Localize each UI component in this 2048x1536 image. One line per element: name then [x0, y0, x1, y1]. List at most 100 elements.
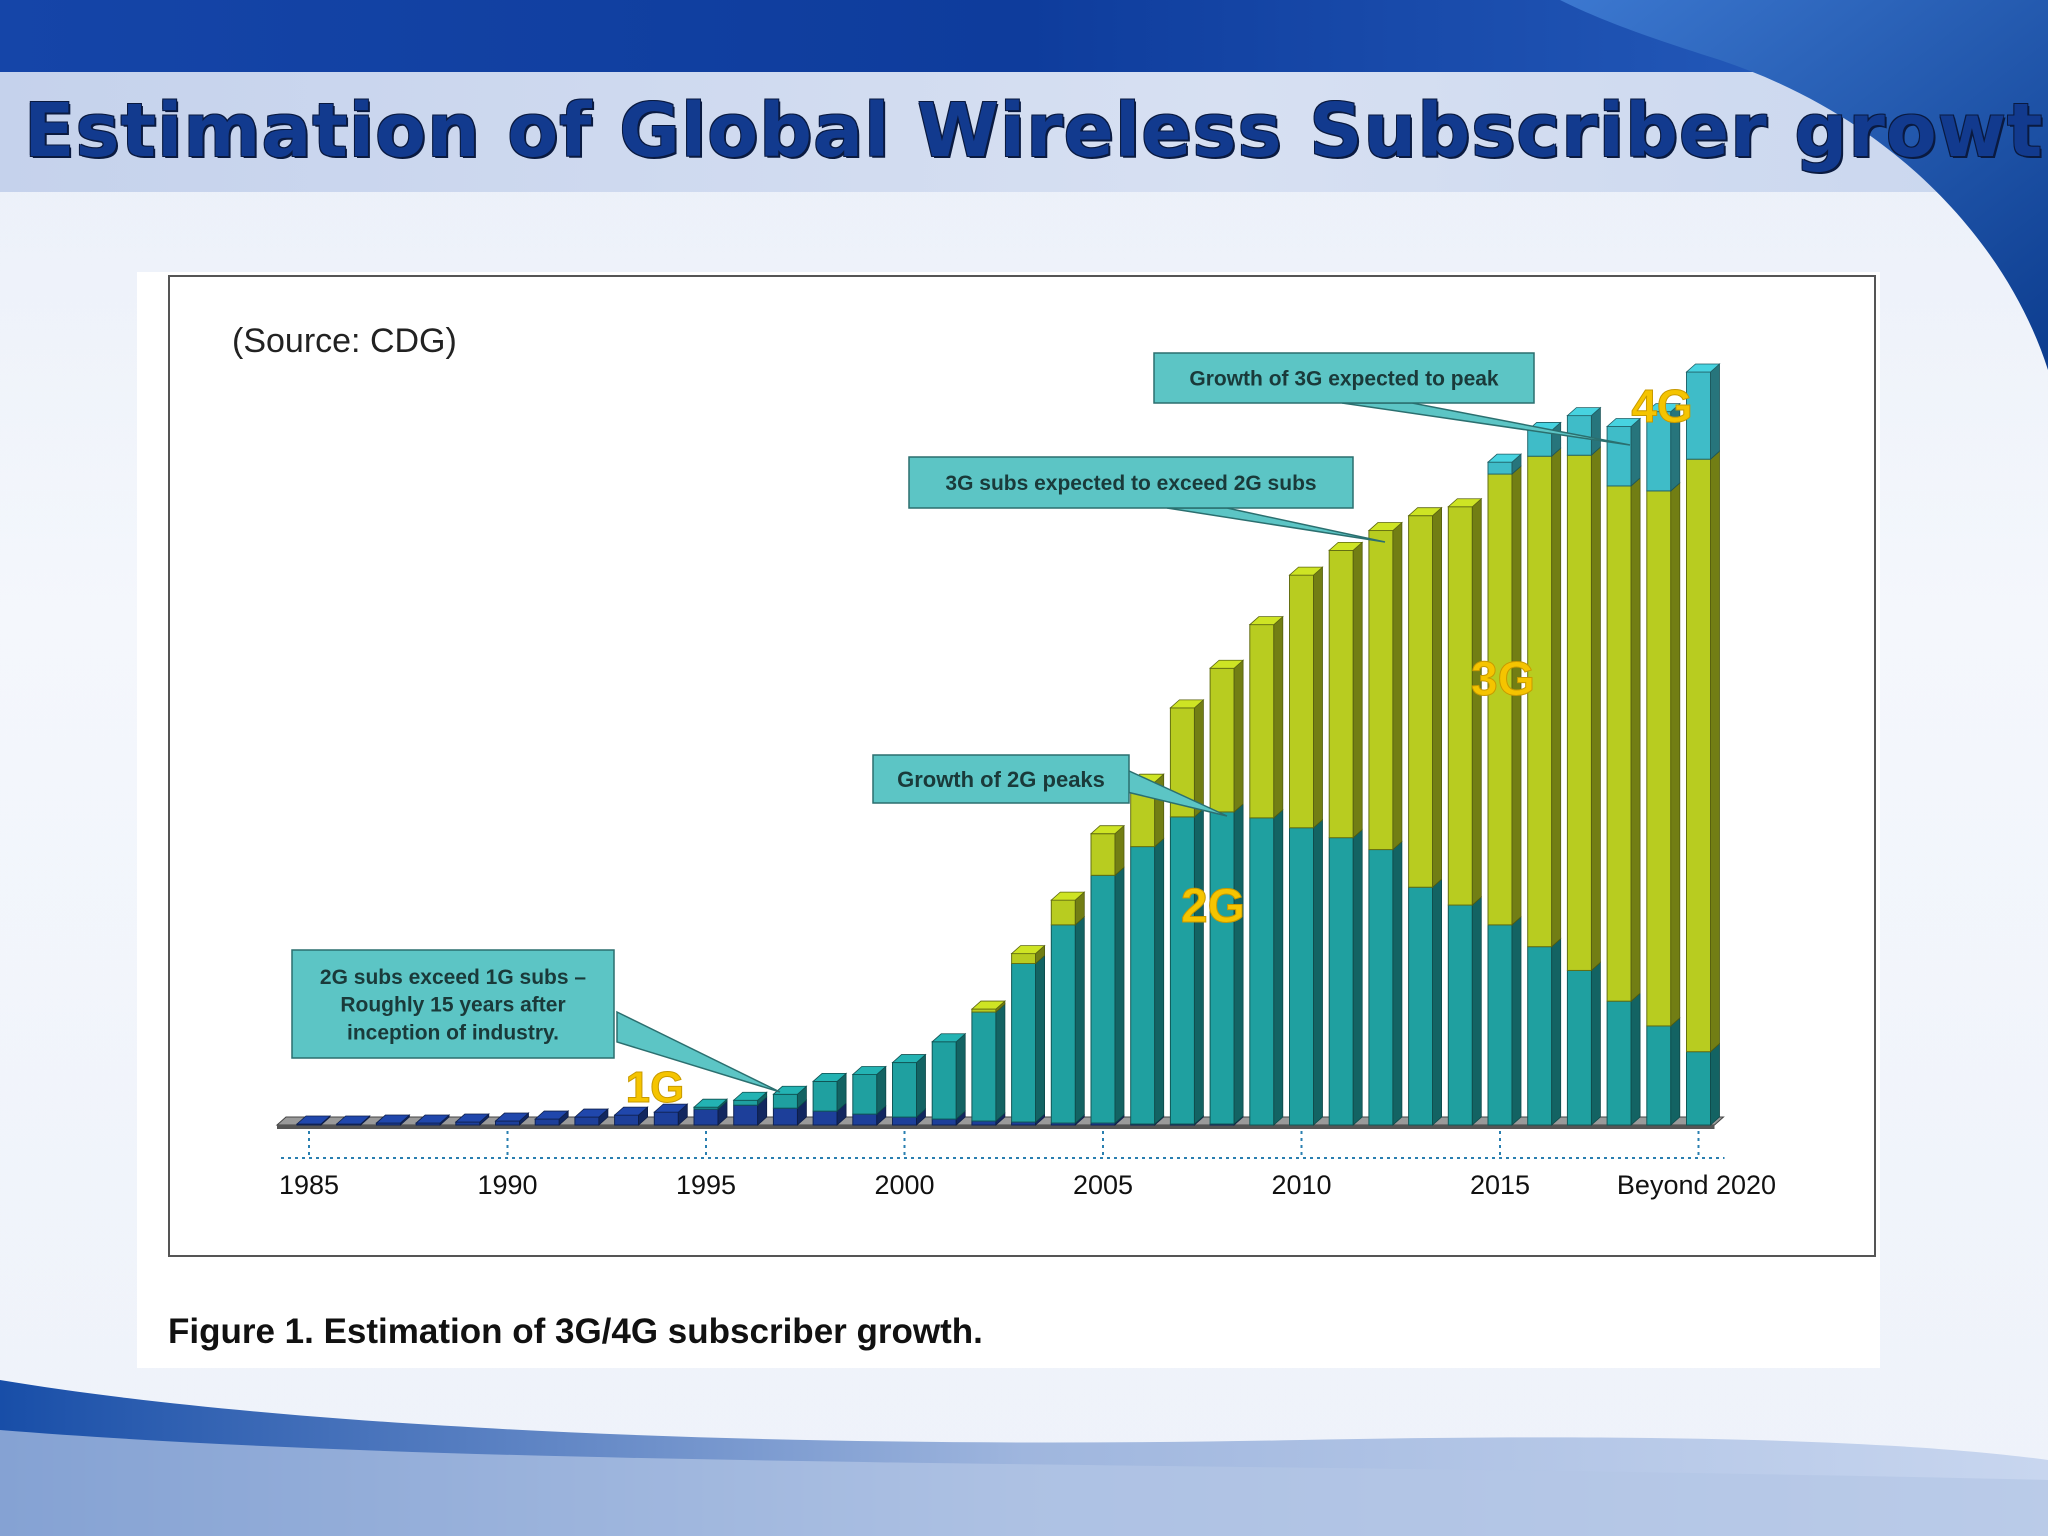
bar-side-3G-2019 [1670, 482, 1681, 1027]
x-tick-label-1: 1990 [477, 1170, 537, 1200]
bar-top-1987 [375, 1114, 411, 1124]
bar-1G-1994 [653, 1111, 679, 1126]
bar-1G-1990 [495, 1120, 520, 1126]
bar-2G-1999 [852, 1073, 878, 1115]
bar-side-3G-2017 [1591, 446, 1601, 972]
bar-side-3G-2020 [1710, 450, 1720, 1053]
bar-top-2017 [1566, 407, 1602, 416]
bar-2G-2015 [1487, 924, 1513, 1126]
bar-2G-2006 [1130, 846, 1156, 1125]
x-tick-label-6: 2015 [1470, 1170, 1530, 1200]
bar-top-2001 [931, 1033, 967, 1043]
figure-caption: Figure 1. Estimation of 3G/4G subscriber… [168, 1312, 983, 1351]
callout-a1-line-1: Roughly 15 years after [340, 994, 565, 1017]
bar-top-1996 [732, 1091, 768, 1101]
bar-top-2012 [1367, 522, 1403, 531]
bar-top-1993 [613, 1106, 649, 1116]
bar-top-2005 [1089, 825, 1126, 835]
bar-top-1986 [335, 1115, 371, 1125]
bar-side-3G-2012 [1392, 521, 1403, 851]
bar-top-1990 [494, 1112, 530, 1122]
bar-4G-2018 [1606, 425, 1632, 487]
bar-2G-2018 [1606, 1000, 1632, 1126]
bar-3G-2012 [1368, 530, 1394, 851]
bar-1G-1992 [574, 1116, 600, 1126]
callout-a3: 3G subs expected to exceed 2G subs [908, 456, 1386, 543]
bar-2G-1998 [812, 1080, 838, 1112]
bar-top-2020 [1685, 363, 1721, 373]
bar-side-3G-2016 [1551, 447, 1562, 948]
callout-a1-box [291, 949, 615, 1059]
x-tick-label-0: 1985 [279, 1170, 339, 1200]
bar-side-2G-2012 [1392, 840, 1403, 1126]
bar-side-2G-2011 [1352, 828, 1363, 1126]
bar-1G-1999 [852, 1113, 878, 1126]
bar-top-1991 [534, 1110, 570, 1120]
bar-side-2G-2019 [1670, 1017, 1681, 1126]
callout-a3-pointer [1166, 507, 1386, 543]
bar-side-4G-2020 [1710, 363, 1720, 461]
bar-3G-2017 [1566, 454, 1592, 971]
bar-top-1985 [295, 1115, 332, 1125]
bar-top-1998 [812, 1073, 848, 1082]
title-band [0, 72, 2048, 192]
generation-label-1G: 1G [626, 1063, 685, 1112]
bar-top-2011 [1328, 541, 1364, 551]
bar-top-2010 [1288, 566, 1324, 576]
callout-a1-line-2: inception of industry. [347, 1021, 559, 1044]
bar-1G-2001 [931, 1118, 957, 1126]
bar-1G-1996 [733, 1104, 759, 1126]
bar-1G-1995 [693, 1108, 719, 1126]
bar-top-1997 [772, 1085, 808, 1095]
figure-card: (Source: CDG) 1985 1990 1995 2000 2005 2010 201… [137, 272, 1880, 1368]
bar-2G-1997 [772, 1093, 798, 1109]
bar-1G-2002 [971, 1120, 997, 1126]
bar-top-1995 [692, 1098, 729, 1108]
bar-side-3G-2008 [1233, 659, 1244, 813]
bar-3G-2011 [1328, 549, 1354, 839]
bar-3G-2013 [1408, 515, 1434, 888]
callout-a4-line-0: Growth of 3G expected to peak [1189, 368, 1499, 391]
bar-top-2018 [1606, 418, 1642, 427]
source-label: (Source: CDG) [232, 322, 457, 360]
slide-title: Estimation of Global Wireless Subscriber… [24, 88, 2048, 174]
x-tick-label-5: 2010 [1271, 1170, 1331, 1200]
bar-side-2G-2013 [1432, 878, 1442, 1126]
bar-side-3G-2013 [1432, 506, 1442, 889]
chart-floor-edge [277, 1125, 1715, 1129]
bar-top-1994 [653, 1103, 689, 1113]
bar-2G-2014 [1447, 904, 1473, 1126]
bottom-swoosh-light [0, 1430, 2048, 1536]
bar-top-2000 [891, 1054, 927, 1063]
bar-3G-2018 [1606, 485, 1632, 1002]
bar-1G-2000 [892, 1116, 917, 1126]
plot-frame [168, 275, 1876, 1257]
bar-top-1989 [454, 1113, 490, 1123]
bar-side-2G-2005 [1114, 866, 1125, 1124]
bar-2G-2019 [1646, 1025, 1672, 1126]
bar-2G-2002 [971, 1011, 997, 1122]
bar-top-2019 [1645, 403, 1681, 413]
bar-side-2G-2002 [995, 1003, 1006, 1122]
bar-3G-2014 [1447, 506, 1473, 906]
bar-2G-2017 [1566, 969, 1592, 1126]
bar-2G-2008 [1209, 811, 1235, 1125]
generation-label-3G: 3G [1471, 653, 1535, 706]
right-swoosh [1560, 0, 2048, 370]
chart: (Source: CDG) 1985 1990 1995 2000 2005 2010 201… [232, 322, 1776, 1200]
generation-label-4G: 4G [1631, 380, 1692, 432]
bar-2G-2005 [1090, 874, 1116, 1124]
bar-2G-2009 [1249, 817, 1275, 1126]
callout-a1-pointer [616, 1010, 781, 1093]
bar-3G-2008 [1209, 667, 1235, 813]
bar-top-1988 [415, 1114, 451, 1124]
bar-side-3G-2009 [1273, 615, 1284, 819]
bar-top-2002 [970, 1000, 1006, 1010]
bar-2G-2007 [1169, 816, 1195, 1125]
bar-3G-2004 [1050, 899, 1076, 926]
bar-side-2G-2007 [1194, 807, 1204, 1125]
bar-1G-1998 [812, 1110, 838, 1126]
bar-side-3G-2005 [1114, 824, 1125, 877]
bar-3G-2015 [1487, 473, 1513, 926]
